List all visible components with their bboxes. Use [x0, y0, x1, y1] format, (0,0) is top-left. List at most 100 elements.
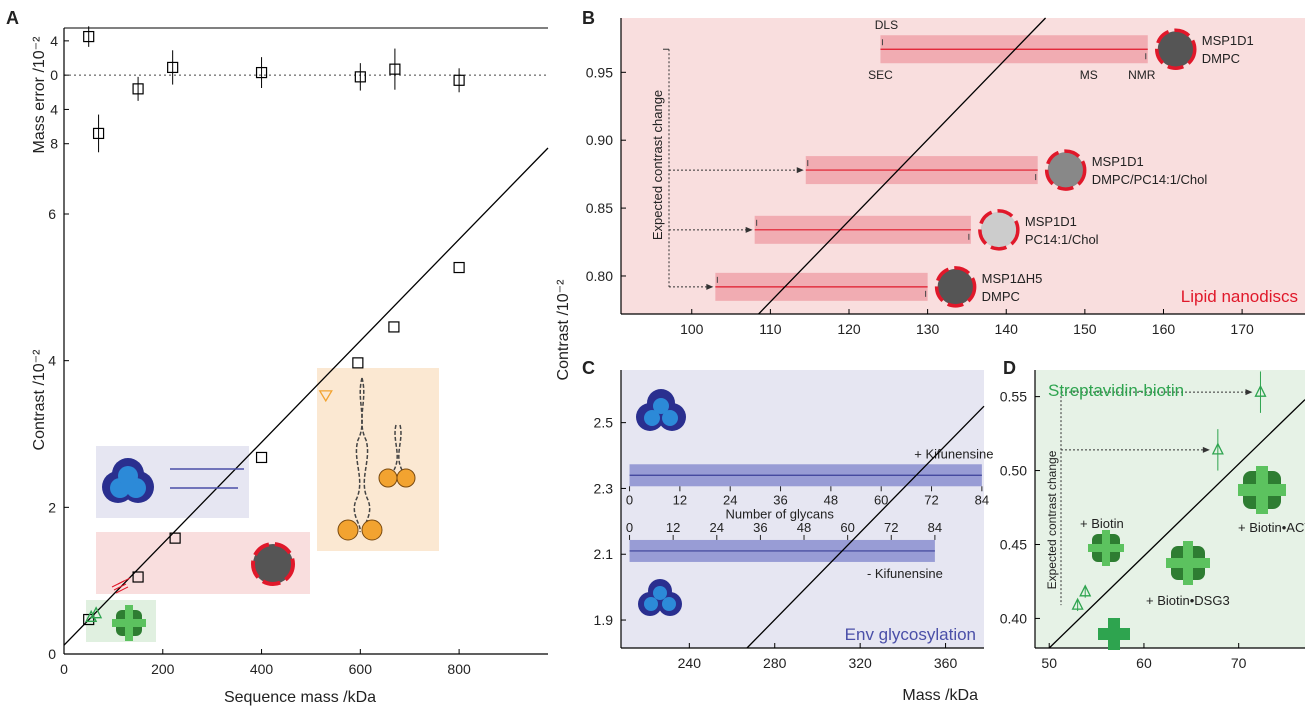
- a-xtick-label: 0: [60, 661, 68, 677]
- antibody-icon: [337, 377, 416, 541]
- lipid-nanodiscs-label: Lipid nanodiscs: [1181, 287, 1298, 306]
- c-glycan-tick-label: 60: [840, 520, 854, 535]
- c-glycan-tick-label: 0: [626, 492, 633, 507]
- a-xtick-label: 600: [349, 661, 373, 677]
- a-point: [83, 613, 95, 626]
- c-xtick-label: 360: [934, 655, 958, 671]
- streptavidin-icon: [112, 605, 146, 641]
- a-xtick-label: 400: [250, 661, 274, 677]
- a-top-point: [354, 71, 366, 83]
- c-glycan-tick-label: 0: [626, 520, 633, 535]
- a-ytick-label: 0: [48, 646, 56, 662]
- c-glycan-tick-label: 24: [710, 520, 724, 535]
- a-point: [352, 357, 364, 369]
- b-bar-sub: DMPC: [982, 289, 1020, 304]
- a-top-point: [167, 61, 179, 74]
- a-point: [132, 571, 144, 583]
- panel-b: 100 110 120 130 140 150 160 170 0.80 0.85 0.90 0.95…: [555, 17, 1305, 380]
- a-triangle-point: [85, 609, 98, 622]
- c-glycan-tick-label: 24: [723, 492, 737, 507]
- c-glycan-tick-label: 36: [753, 520, 767, 535]
- b-ytick-label: 0.95: [586, 64, 613, 80]
- biotin-dsg3-label: + Biotin•DSG3: [1146, 593, 1230, 608]
- biotin-acth-label: + Biotin•ACTH: [1238, 520, 1305, 535]
- b-nanodisc-belt: [1044, 149, 1087, 191]
- b-xtick-label: 120: [837, 321, 861, 337]
- a-top-point: [453, 74, 465, 86]
- glyco-protein-icon: [102, 458, 154, 503]
- panel-b-axes: 100 110 120 130 140 150 160 170 0.80 0.85 0.90 0.95…: [586, 17, 1305, 337]
- panel-d-axes: 50 60 70 0.40 0.45 0.50 0.55: [1000, 370, 1305, 671]
- a-ytick-label: 2: [48, 499, 56, 515]
- panel-label-c: C: [582, 358, 595, 378]
- env-glycosylation-label: Env glycosylation: [845, 625, 976, 644]
- b-arrowhead: [706, 283, 714, 290]
- b-tag-nmr: NMR: [1128, 68, 1156, 82]
- a-top-point: [255, 66, 268, 79]
- a-point: [169, 532, 181, 544]
- a-top-ytick-label: 4: [50, 101, 58, 117]
- a-point: [388, 321, 400, 333]
- glycoprotein-icon-plus: [636, 389, 686, 431]
- d-triangle-point: [1254, 384, 1267, 397]
- c-glycan-tick-label: 36: [773, 492, 787, 507]
- panel-label-b: B: [582, 8, 595, 28]
- c-glycan-tick-label: 48: [797, 520, 811, 535]
- b-xtick-label: 130: [916, 321, 940, 337]
- d-triangle-point: [1071, 597, 1084, 610]
- b-tag-sec: SEC: [868, 68, 893, 82]
- d-arrowhead: [1245, 389, 1253, 396]
- b-xtick-label: 170: [1230, 321, 1254, 337]
- b-bar-sub: DMPC/PC14:1/Chol: [1092, 172, 1208, 187]
- d-ytick-label: 0.45: [1000, 536, 1027, 552]
- a-xtick-label: 200: [151, 661, 175, 677]
- panel-a-axes: 0 200 400 600 800 0 2 4 6: [48, 147, 549, 677]
- d-ytick-label: 0.55: [1000, 389, 1027, 405]
- b-nanodisc-glyph: [1047, 152, 1084, 189]
- b-bar-name: MSP1D1: [1202, 33, 1254, 48]
- c-ytick-label: 1.9: [594, 612, 614, 628]
- nanodisc-ticks: [111, 577, 131, 594]
- contrast-label-a: Contrast /10⁻²: [31, 349, 48, 451]
- c-fit-line: [746, 405, 985, 649]
- a-top-point: [132, 83, 144, 95]
- b-bar-name: MSP1D1: [1092, 154, 1144, 169]
- biotin-label: + Biotin: [1080, 516, 1124, 531]
- nanodisc-icon: [251, 542, 295, 586]
- c-ytick-label: 2.3: [594, 480, 614, 496]
- d-fit-line: [1048, 399, 1305, 649]
- d-xtick-label: 60: [1136, 655, 1152, 671]
- b-nanodisc-belt: [934, 266, 977, 308]
- streptavidin-biotin-label: Streptavidin-biotin: [1048, 381, 1184, 400]
- a-top-ytick-label: 8: [50, 136, 58, 152]
- c-glycan-tick-label: 12: [666, 520, 680, 535]
- b-bar-name: MSP1ΔH5: [982, 271, 1043, 286]
- b-fit-line: [758, 17, 1047, 315]
- a-top-ytick-label: 0: [50, 67, 58, 83]
- d-xtick-label: 50: [1041, 655, 1057, 671]
- d-ytick-label: 0.50: [1000, 463, 1027, 479]
- d-triangle-point: [1079, 584, 1092, 597]
- panel-label-d: D: [1003, 358, 1016, 378]
- b-nanodisc-belt: [978, 209, 1020, 251]
- b-xtick-label: 110: [759, 321, 782, 337]
- c-glycan-tick-label: 60: [874, 492, 888, 507]
- d-xtick-label: 70: [1231, 655, 1247, 671]
- mass-error-label: Mass error /10⁻²: [31, 36, 48, 154]
- b-ytick-label: 0.90: [586, 132, 613, 148]
- expected-contrast-label-d: Expected contrast change: [1045, 450, 1059, 589]
- b-nanodisc-glyph: [1157, 31, 1194, 68]
- c-glycan-axis-label: Number of glycans: [726, 506, 835, 521]
- b-xtick-label: 150: [1073, 321, 1097, 337]
- b-bar-name: MSP1D1: [1025, 214, 1077, 229]
- a-triangle-point: [90, 606, 103, 619]
- a-point: [453, 261, 465, 274]
- c-ytick-label: 2.1: [594, 546, 614, 562]
- a-fit-line: [63, 147, 549, 646]
- b-arrowhead: [745, 226, 753, 233]
- antibody-inset: [317, 368, 439, 551]
